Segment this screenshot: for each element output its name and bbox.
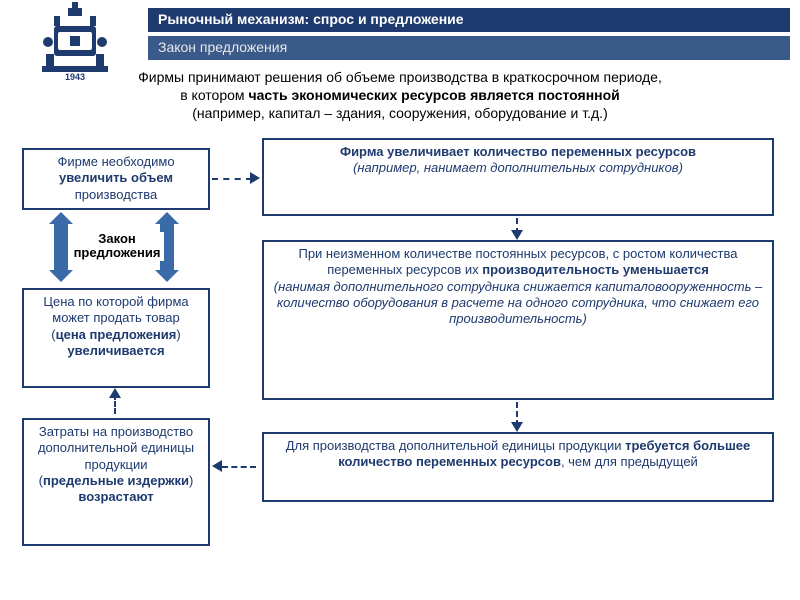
rm-italic: (нанимая дополнительного сотрудника сниж… bbox=[274, 279, 763, 327]
intro-text: Фирмы принимают решения об объеме произв… bbox=[30, 68, 770, 123]
page-title: Рыночный механизм: спрос и предложение bbox=[148, 8, 790, 32]
lb-pc: ) bbox=[189, 473, 193, 488]
lb-l1: Затраты на производство дополнительной е… bbox=[38, 424, 194, 472]
arrow-rb-lb bbox=[222, 466, 256, 468]
intro-line1: Фирмы принимают решения об объеме произв… bbox=[138, 69, 662, 85]
rb-pre: Для производства дополнительной единицы … bbox=[286, 438, 625, 453]
arrow-rt-rm-head bbox=[511, 230, 523, 240]
label-law-of-supply: Закон предложения bbox=[70, 232, 164, 261]
arrow-rb-lb-head bbox=[212, 460, 222, 472]
intro-line2-pre: в котором bbox=[180, 87, 248, 103]
box-more-resources-needed: Для производства дополнительной единицы … bbox=[262, 432, 774, 502]
lb-bold: предельные издержки bbox=[43, 473, 189, 488]
label-law-text: Закон предложения bbox=[74, 231, 161, 260]
lb-l3: возрастают bbox=[78, 489, 153, 504]
thick-arrow-left bbox=[54, 222, 68, 272]
box-marginal-cost: Затраты на производство дополнительной е… bbox=[22, 418, 210, 546]
arrow-lt-rt bbox=[212, 178, 252, 180]
intro-line3: (например, капитал – здания, сооружения,… bbox=[192, 105, 607, 121]
lt-bold: увеличить объем bbox=[59, 170, 173, 185]
lm-bold: цена предложения bbox=[56, 327, 177, 342]
box-supply-price: Цена по которой фирма может продать това… bbox=[22, 288, 210, 388]
rb-post: , чем для предыдущей bbox=[561, 454, 698, 469]
box-increase-variable-resources: Фирма увеличивает количество переменных … bbox=[262, 138, 774, 216]
title-text: Рыночный механизм: спрос и предложение bbox=[158, 11, 464, 27]
lt-post: производства bbox=[75, 187, 157, 202]
rt-bold: Фирма увеличивает количество переменных … bbox=[340, 144, 696, 159]
box-productivity-decrease: При неизменном количестве постоянных рес… bbox=[262, 240, 774, 400]
lm-l1: Цена по которой фирма может продать това… bbox=[43, 294, 188, 325]
subtitle-text: Закон предложения bbox=[158, 39, 287, 55]
arrow-rm-rb-head bbox=[511, 422, 523, 432]
lm-l3: увеличивается bbox=[67, 343, 164, 358]
lm-pc: ) bbox=[176, 327, 180, 342]
rt-italic: (например, нанимает дополнительных сотру… bbox=[353, 160, 683, 175]
box-firm-increase-output: Фирме необходимо увеличить объем произво… bbox=[22, 148, 210, 210]
lt-pre: Фирме необходимо bbox=[57, 154, 174, 169]
rm-bold: производительность уменьшается bbox=[482, 262, 709, 277]
page-subtitle: Закон предложения bbox=[148, 36, 790, 60]
intro-line2-bold: часть экономических ресурсов является по… bbox=[248, 87, 619, 103]
arrow-lt-rt-head bbox=[250, 172, 260, 184]
arrow-lb-lm-head bbox=[109, 388, 121, 398]
